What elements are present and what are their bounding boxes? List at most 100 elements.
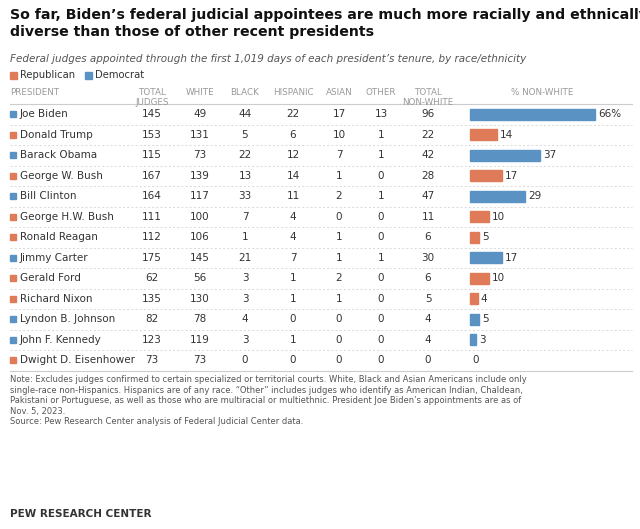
Text: 139: 139	[190, 171, 210, 181]
Text: 117: 117	[190, 191, 210, 201]
Text: 3: 3	[479, 335, 485, 345]
Text: 0: 0	[472, 355, 479, 365]
Bar	[470, 334, 476, 345]
Text: 0: 0	[290, 314, 296, 324]
Text: 115: 115	[142, 150, 162, 160]
Text: OTHER: OTHER	[365, 88, 396, 97]
Text: 11: 11	[421, 212, 435, 222]
Text: BLACK: BLACK	[230, 88, 259, 97]
Text: 1: 1	[378, 191, 384, 201]
Text: 5: 5	[483, 232, 489, 242]
Text: 123: 123	[142, 335, 162, 345]
Bar	[10, 72, 17, 79]
Bar	[10, 173, 16, 179]
Text: 1: 1	[378, 130, 384, 140]
Text: Source: Pew Research Center analysis of Federal Judicial Center data.: Source: Pew Research Center analysis of …	[10, 417, 303, 426]
Text: Democrat: Democrat	[95, 70, 144, 80]
Bar	[10, 214, 16, 220]
Text: PEW RESEARCH CENTER: PEW RESEARCH CENTER	[10, 509, 152, 519]
Text: 0: 0	[378, 335, 384, 345]
Text: 82: 82	[145, 314, 159, 324]
Text: 0: 0	[378, 232, 384, 242]
Bar	[10, 296, 16, 302]
Text: 0: 0	[336, 355, 342, 365]
Text: 29: 29	[528, 191, 541, 201]
Text: WHITE: WHITE	[186, 88, 214, 97]
Text: 7: 7	[336, 150, 342, 160]
Text: ASIAN: ASIAN	[326, 88, 352, 97]
Text: 6: 6	[425, 273, 431, 283]
Text: 1: 1	[336, 232, 342, 242]
Text: 0: 0	[425, 355, 431, 365]
Bar	[10, 152, 16, 158]
Bar	[10, 234, 16, 240]
Text: 78: 78	[193, 314, 207, 324]
Text: 130: 130	[190, 294, 210, 304]
Text: TOTAL
JUDGES: TOTAL JUDGES	[135, 88, 169, 107]
Text: 66%: 66%	[598, 110, 621, 119]
Text: 0: 0	[242, 355, 248, 365]
Text: 21: 21	[238, 253, 252, 263]
Text: George H.W. Bush: George H.W. Bush	[20, 212, 114, 222]
Text: 73: 73	[145, 355, 159, 365]
Text: 14: 14	[499, 130, 513, 140]
Text: 22: 22	[421, 130, 435, 140]
Text: 4: 4	[425, 335, 431, 345]
Text: 56: 56	[193, 273, 207, 283]
Bar	[470, 130, 497, 140]
Text: 4: 4	[481, 294, 487, 304]
Text: So far, Biden’s federal judicial appointees are much more racially and ethnicall: So far, Biden’s federal judicial appoint…	[10, 8, 640, 39]
Text: 14: 14	[286, 171, 300, 181]
Text: 33: 33	[238, 191, 252, 201]
Bar	[10, 316, 16, 322]
Text: 10: 10	[332, 130, 346, 140]
Bar	[10, 275, 16, 281]
Text: 1: 1	[242, 232, 248, 242]
Text: Gerald Ford: Gerald Ford	[20, 273, 81, 283]
Text: Note: Excludes judges confirmed to certain specialized or territorial courts. Wh: Note: Excludes judges confirmed to certa…	[10, 376, 527, 416]
Text: 153: 153	[142, 130, 162, 140]
Text: 119: 119	[190, 335, 210, 345]
Text: 5: 5	[242, 130, 248, 140]
Text: 7: 7	[290, 253, 296, 263]
Text: 0: 0	[378, 355, 384, 365]
Text: 11: 11	[286, 191, 300, 201]
Text: 13: 13	[374, 110, 388, 119]
Text: Jimmy Carter: Jimmy Carter	[20, 253, 88, 263]
Text: 0: 0	[378, 171, 384, 181]
Text: Ronald Reagan: Ronald Reagan	[20, 232, 98, 242]
Text: 2: 2	[336, 273, 342, 283]
Bar	[470, 191, 525, 202]
Text: 22: 22	[238, 150, 252, 160]
Text: Dwight D. Eisenhower: Dwight D. Eisenhower	[20, 355, 135, 365]
Text: 4: 4	[290, 212, 296, 222]
Text: 0: 0	[378, 314, 384, 324]
Text: 30: 30	[421, 253, 435, 263]
Text: 1: 1	[378, 253, 384, 263]
Text: 10: 10	[492, 273, 505, 283]
Text: 5: 5	[425, 294, 431, 304]
Text: HISPANIC: HISPANIC	[273, 88, 314, 97]
Bar	[470, 294, 477, 304]
Text: 145: 145	[142, 110, 162, 119]
Text: 73: 73	[193, 150, 207, 160]
Bar	[10, 255, 16, 261]
Bar	[470, 232, 479, 243]
Text: George W. Bush: George W. Bush	[20, 171, 103, 181]
Bar	[85, 72, 92, 79]
Text: 100: 100	[190, 212, 210, 222]
Bar	[10, 337, 16, 343]
Text: 1: 1	[290, 273, 296, 283]
Text: 131: 131	[190, 130, 210, 140]
Bar	[10, 111, 16, 117]
Bar	[470, 150, 540, 161]
Text: Lyndon B. Johnson: Lyndon B. Johnson	[20, 314, 115, 324]
Text: 167: 167	[142, 171, 162, 181]
Text: 145: 145	[190, 253, 210, 263]
Text: 6: 6	[425, 232, 431, 242]
Text: 28: 28	[421, 171, 435, 181]
Text: PRESIDENT: PRESIDENT	[10, 88, 59, 97]
Text: TOTAL
NON-WHITE: TOTAL NON-WHITE	[403, 88, 454, 107]
Text: 73: 73	[193, 355, 207, 365]
Text: 0: 0	[336, 212, 342, 222]
